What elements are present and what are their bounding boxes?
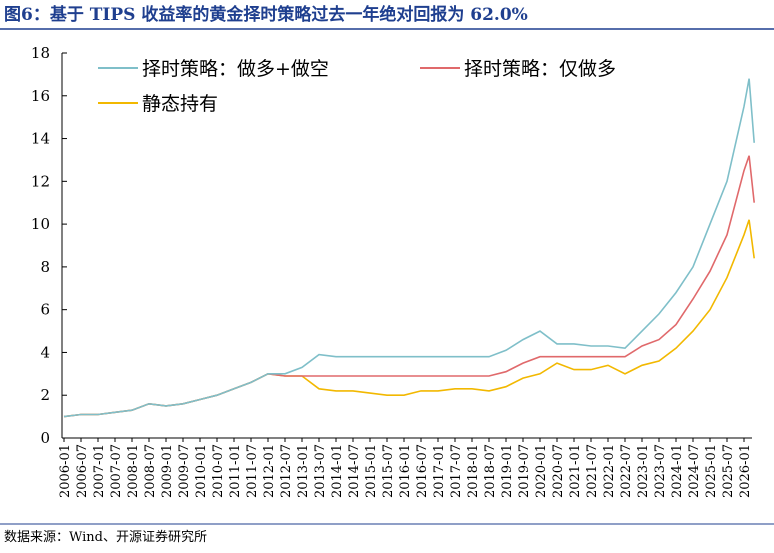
x-tick-label: 2009-01	[160, 444, 175, 498]
x-tick-label: 2008-07	[143, 444, 158, 498]
x-tick-label: 2014-07	[347, 444, 362, 498]
x-tick-label: 2017-07	[449, 444, 464, 498]
x-tick-label: 2013-01	[296, 444, 311, 498]
y-tick-label: 8	[40, 258, 50, 276]
legend-label: 静态持有	[142, 93, 218, 115]
x-tick-label: 2022-01	[602, 444, 617, 498]
x-tick-label: 2020-01	[534, 444, 549, 498]
x-tick-label: 2006-07	[75, 444, 90, 498]
x-tick-label: 2014-01	[330, 444, 345, 498]
series-line	[63, 219, 755, 418]
x-tick-label: 2011-01	[228, 444, 243, 498]
source: 数据来源：Wind、开源证券研究所	[4, 529, 207, 545]
x-tick-label: 2018-01	[466, 444, 481, 498]
x-tick-label: 2019-01	[500, 444, 515, 498]
legend-label: 择时策略：做多+做空	[142, 58, 329, 80]
x-tick-label: 2015-07	[381, 444, 396, 498]
series-line	[63, 155, 755, 418]
x-tick-label: 2016-07	[415, 444, 430, 498]
x-tick-label: 2012-07	[279, 444, 294, 498]
legend-label: 择时策略：仅做多	[464, 58, 616, 80]
x-tick-label: 2010-01	[194, 444, 209, 498]
x-tick-label: 2011-07	[245, 444, 260, 498]
x-tick-label: 2024-01	[670, 444, 685, 498]
x-tick-label: 2020-07	[551, 444, 566, 498]
x-tick-label: 2025-07	[721, 444, 736, 498]
x-tick-label: 2007-01	[92, 444, 107, 498]
x-tick-label: 2021-07	[585, 444, 600, 498]
y-tick-label: 4	[40, 343, 50, 361]
y-tick-label: 0	[40, 429, 50, 447]
x-tick-label: 2016-01	[398, 444, 413, 498]
x-tick-label: 2024-07	[687, 444, 702, 498]
y-tick-label: 14	[31, 130, 50, 148]
y-tick-label: 18	[31, 44, 50, 62]
x-tick-label: 2008-01	[126, 444, 141, 498]
x-tick-label: 2019-07	[517, 444, 532, 498]
y-tick-label: 10	[31, 215, 50, 233]
x-tick-label: 2009-07	[177, 444, 192, 498]
y-tick-label: 2	[40, 386, 50, 404]
x-tick-label: 2010-07	[211, 444, 226, 498]
y-tick-label: 16	[31, 87, 50, 105]
y-tick-label: 12	[31, 172, 50, 190]
y-tick-label: 6	[40, 301, 50, 319]
x-tick-label: 2023-01	[636, 444, 651, 498]
x-tick-label: 2012-01	[262, 444, 277, 498]
x-tick-label: 2022-07	[619, 444, 634, 498]
x-tick-label: 2007-07	[109, 444, 124, 498]
x-tick-label: 2018-07	[483, 444, 498, 498]
x-tick-label: 2025-01	[704, 444, 719, 498]
x-tick-label: 2021-01	[568, 444, 583, 498]
x-tick-label: 2017-01	[432, 444, 447, 498]
series-line	[63, 78, 755, 418]
x-tick-label: 2006-01	[58, 444, 73, 498]
x-tick-label: 2013-07	[313, 444, 328, 498]
x-tick-label: 2026-01	[738, 444, 753, 498]
x-tick-label: 2023-07	[653, 444, 668, 498]
chart-title: 图6：基于 TIPS 收益率的黄金择时策略过去一年绝对回报为 62.0%	[4, 4, 528, 25]
x-tick-label: 2015-01	[364, 444, 379, 498]
